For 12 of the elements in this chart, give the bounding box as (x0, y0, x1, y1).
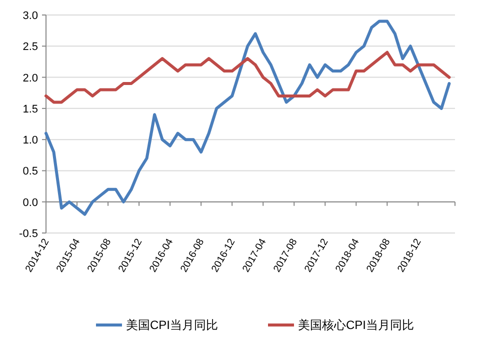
legend-label: 美国核心CPI当月同比 (298, 318, 414, 332)
line-series (44, 50, 451, 104)
y-tick-label: 0.5 (22, 166, 38, 178)
y-tick-label: 2.0 (22, 72, 38, 84)
y-tick-label: -0.5 (19, 228, 38, 240)
legend-label: 美国CPI当月同比 (126, 318, 218, 332)
y-tick-label: 1.0 (22, 134, 38, 147)
y-tick-label: 1.5 (22, 103, 38, 116)
y-tick-label: 2.5 (22, 41, 38, 54)
line-series (44, 20, 451, 216)
y-tick-label: 3.0 (22, 10, 38, 22)
y-tick-label: 0.0 (22, 196, 38, 209)
